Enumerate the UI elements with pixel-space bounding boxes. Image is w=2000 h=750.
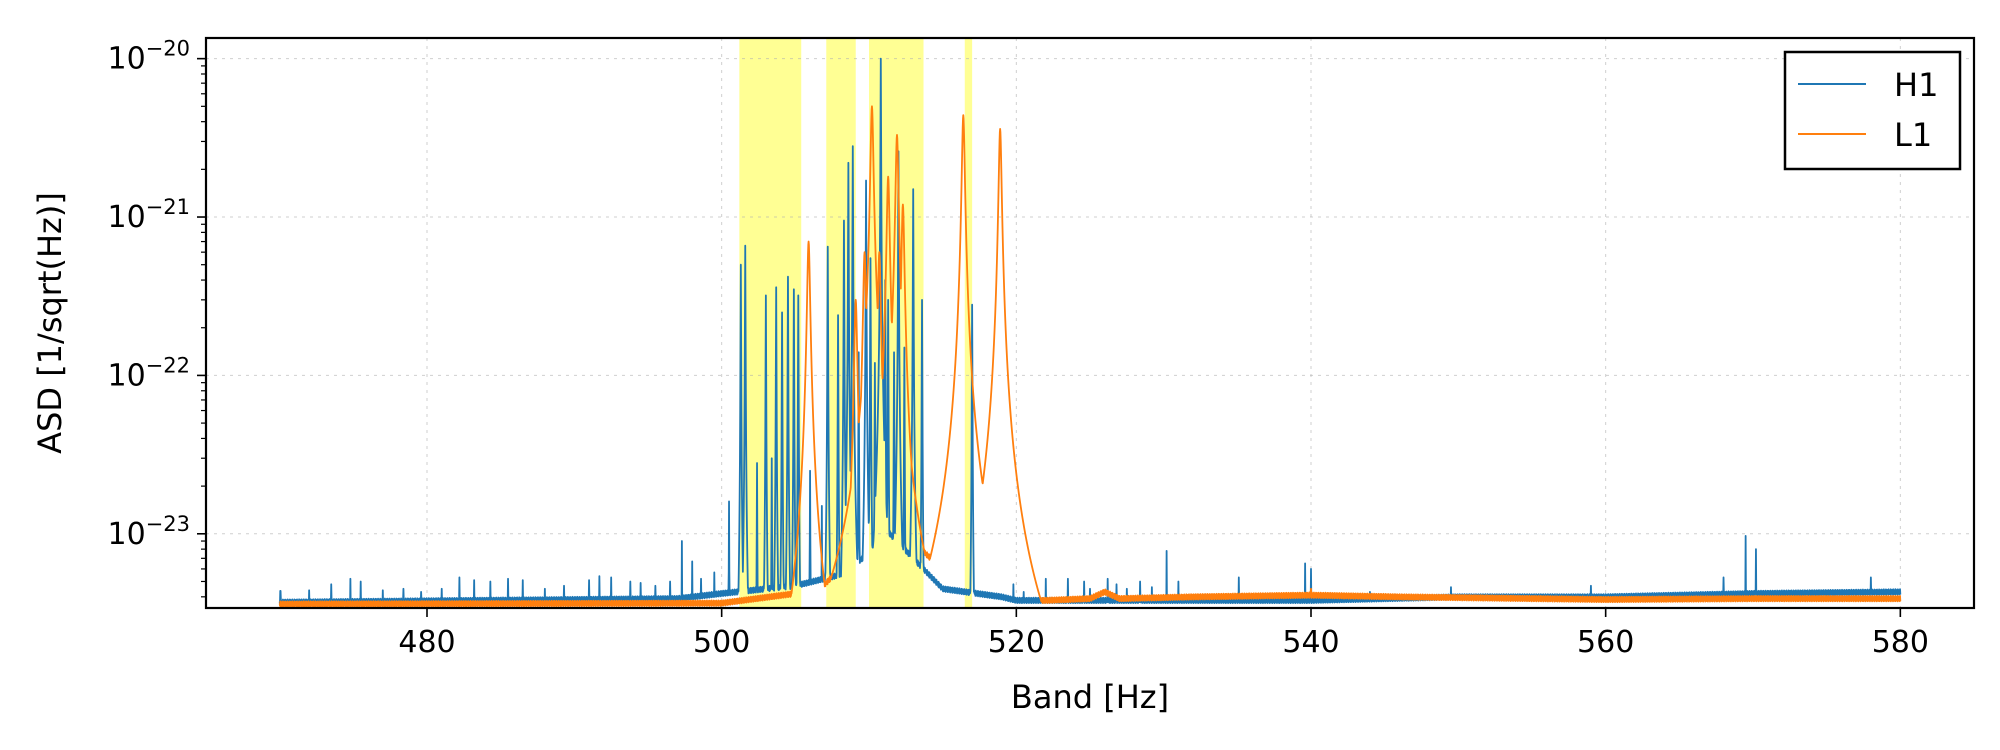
x-tick-label-560: 560 (1577, 625, 1634, 660)
x-tick-label-540: 540 (1282, 625, 1339, 660)
series-line-h1 (278, 57, 1902, 606)
grid-lines (206, 38, 1974, 608)
x-tick-label-580: 580 (1872, 625, 1929, 660)
y-tick-label: 10−21 (107, 195, 190, 235)
x-tick-label-500: 500 (693, 625, 750, 660)
x-tick-label-520: 520 (988, 625, 1045, 660)
legend: H1 L1 (1783, 50, 1962, 171)
y-axis-label: ASD [1/sqrt(Hz)] (31, 192, 69, 454)
series-line-l1 (278, 105, 1902, 608)
highlight-band-0 (739, 38, 802, 608)
y-tick-label: 10−20 (107, 37, 190, 77)
plot-frame (204, 36, 1976, 610)
legend-box (1783, 50, 1962, 171)
series-lines (278, 57, 1902, 608)
y-axis-ticks: 10−23 10−22 10−21 10−20 (107, 37, 206, 598)
x-tick-label-480: 480 (398, 625, 455, 660)
x-axis-ticks: 480 500 520 540 560 580 (398, 608, 1929, 660)
x-axis-label: Band [Hz] (1011, 678, 1169, 716)
legend-h1-label: H1 (1894, 66, 1938, 104)
y-tick-label: 10−22 (107, 353, 190, 393)
highlight-band-1 (826, 38, 856, 608)
y-tick-label: 10−23 (107, 512, 190, 552)
legend-l1-label: L1 (1894, 116, 1932, 154)
